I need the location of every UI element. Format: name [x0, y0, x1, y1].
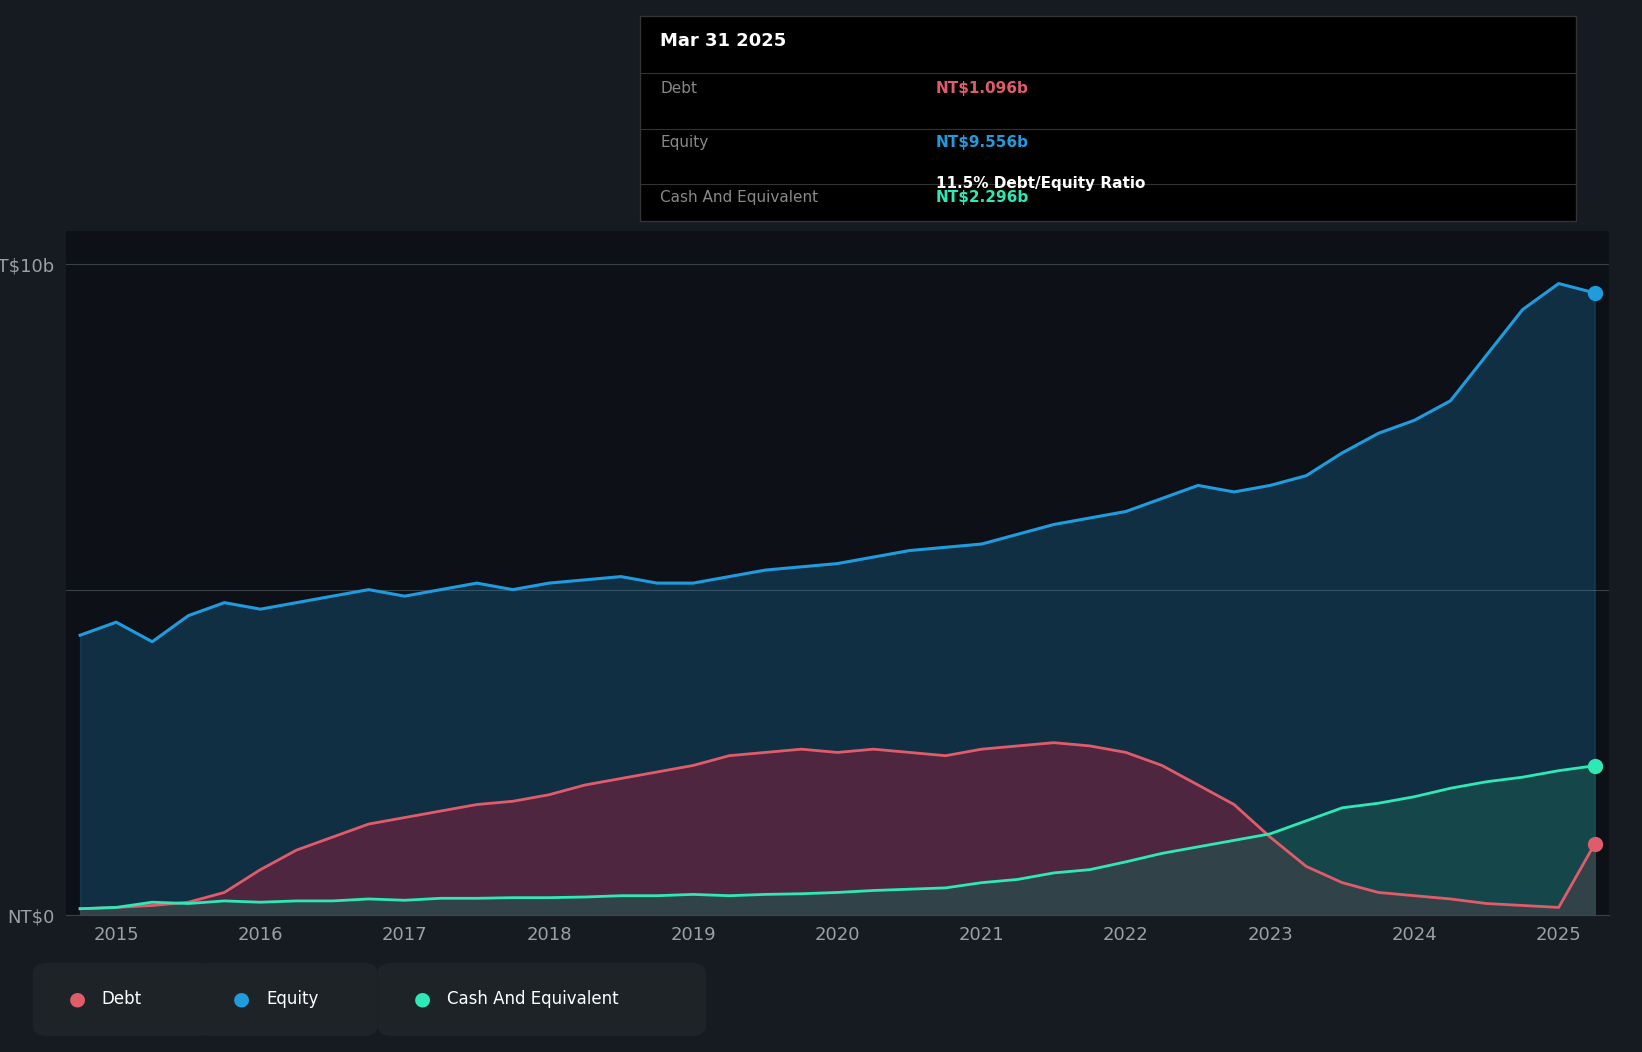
Text: Equity: Equity [266, 990, 319, 1009]
Text: Debt: Debt [102, 990, 141, 1009]
Text: NT$2.296b: NT$2.296b [936, 190, 1030, 205]
Text: ●: ● [69, 990, 85, 1009]
Text: 11.5% Debt/Equity Ratio: 11.5% Debt/Equity Ratio [936, 176, 1146, 190]
Text: Equity: Equity [660, 135, 708, 149]
Text: NT$9.556b: NT$9.556b [936, 135, 1030, 149]
Text: Cash And Equivalent: Cash And Equivalent [447, 990, 619, 1009]
Text: Cash And Equivalent: Cash And Equivalent [660, 190, 818, 205]
Text: ●: ● [414, 990, 430, 1009]
Text: Mar 31 2025: Mar 31 2025 [660, 32, 787, 49]
Text: ●: ● [233, 990, 250, 1009]
Text: NT$1.096b: NT$1.096b [936, 81, 1030, 97]
Text: Debt: Debt [660, 81, 698, 97]
